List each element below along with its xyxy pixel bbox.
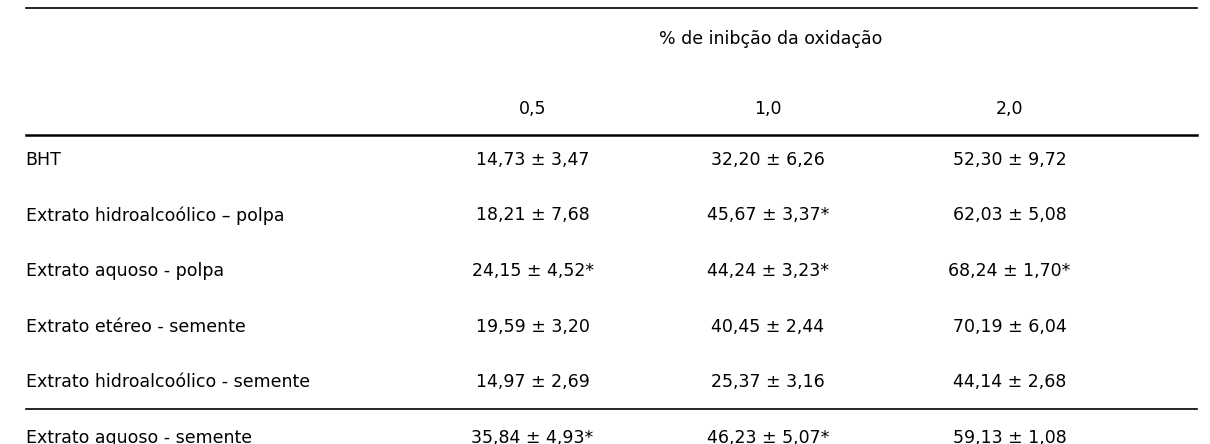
Text: 59,13 ± 1,08: 59,13 ± 1,08 <box>952 429 1066 444</box>
Text: 44,24 ± 3,23*: 44,24 ± 3,23* <box>707 262 829 280</box>
Text: 35,84 ± 4,93*: 35,84 ± 4,93* <box>472 429 594 444</box>
Text: 44,14 ± 2,68: 44,14 ± 2,68 <box>952 373 1066 391</box>
Text: Extrato etéreo - semente: Extrato etéreo - semente <box>25 317 246 336</box>
Text: Extrato hidroalcoólico - semente: Extrato hidroalcoólico - semente <box>25 373 310 391</box>
Text: 2,0: 2,0 <box>996 100 1024 118</box>
Text: Extrato aquoso - semente: Extrato aquoso - semente <box>25 429 252 444</box>
Text: 68,24 ± 1,70*: 68,24 ± 1,70* <box>949 262 1071 280</box>
Text: 52,30 ± 9,72: 52,30 ± 9,72 <box>952 151 1066 169</box>
Text: 32,20 ± 6,26: 32,20 ± 6,26 <box>711 151 825 169</box>
Text: 70,19 ± 6,04: 70,19 ± 6,04 <box>952 317 1066 336</box>
Text: 1,0: 1,0 <box>754 100 782 118</box>
Text: BHT: BHT <box>25 151 62 169</box>
Text: 40,45 ± 2,44: 40,45 ± 2,44 <box>711 317 824 336</box>
Text: 46,23 ± 5,07*: 46,23 ± 5,07* <box>707 429 829 444</box>
Text: 25,37 ± 3,16: 25,37 ± 3,16 <box>711 373 825 391</box>
Text: 14,97 ± 2,69: 14,97 ± 2,69 <box>476 373 589 391</box>
Text: 0,5: 0,5 <box>519 100 547 118</box>
Text: Extrato hidroalcoólico – polpa: Extrato hidroalcoólico – polpa <box>25 206 284 225</box>
Text: 19,59 ± 3,20: 19,59 ± 3,20 <box>476 317 589 336</box>
Text: % de inibção da oxidação: % de inibção da oxidação <box>659 30 882 48</box>
Text: 24,15 ± 4,52*: 24,15 ± 4,52* <box>472 262 594 280</box>
Text: 62,03 ± 5,08: 62,03 ± 5,08 <box>952 206 1066 225</box>
Text: 18,21 ± 7,68: 18,21 ± 7,68 <box>476 206 589 225</box>
Text: 45,67 ± 3,37*: 45,67 ± 3,37* <box>707 206 829 225</box>
Text: Extrato aquoso - polpa: Extrato aquoso - polpa <box>25 262 224 280</box>
Text: 14,73 ± 3,47: 14,73 ± 3,47 <box>476 151 589 169</box>
